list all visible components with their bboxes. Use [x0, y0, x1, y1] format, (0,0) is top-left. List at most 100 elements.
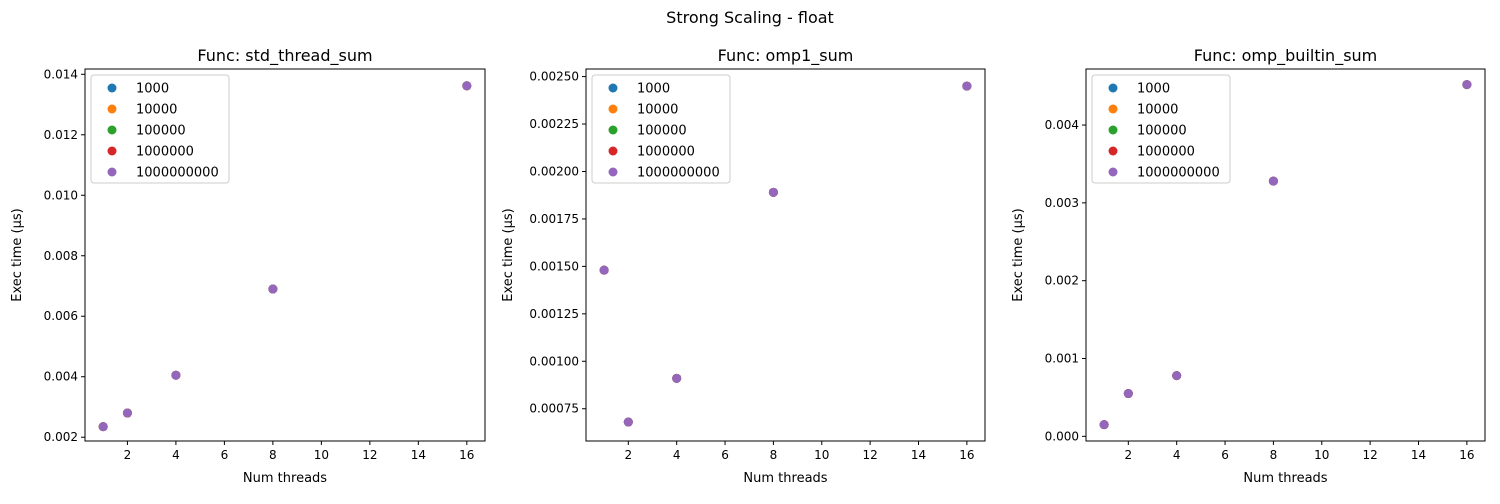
y-tick-label: 0.00225: [529, 117, 579, 131]
data-point-1000000000: [599, 265, 609, 275]
y-tick-label: 0.004: [44, 370, 78, 384]
legend-label: 1000: [136, 82, 169, 97]
x-tick-label: 16: [459, 448, 474, 462]
y-tick-label: 0.00100: [529, 354, 579, 368]
x-tick-label: 6: [1221, 448, 1229, 462]
x-tick-label: 16: [959, 448, 974, 462]
legend: 1000 10000 100000 1000000 1000000000: [90, 74, 230, 184]
legend-frame: [591, 74, 731, 184]
legend-frame: [90, 74, 230, 184]
x-tick-label: 12: [862, 448, 877, 462]
x-tick-label: 2: [124, 448, 132, 462]
data-point-1000000000: [768, 187, 778, 197]
subplot-2: Func: omp1_sum 2 4 6 8 10 12 14 16 0.00075 0.00100…: [501, 46, 986, 486]
plot-area-frame: [84, 68, 486, 442]
legend-label: 1000: [637, 82, 670, 97]
x-tick-label: 4: [673, 448, 681, 462]
data-point-1000000000: [1123, 389, 1133, 399]
legend-marker: [608, 104, 618, 114]
legend: 1000 10000 100000 1000000 1000000000: [591, 74, 731, 184]
x-tick-label: 10: [814, 448, 829, 462]
y-axis-label: Exec time (µs): [501, 208, 516, 301]
legend-label: 1000000: [637, 145, 695, 160]
data-point-1000000000: [1099, 420, 1109, 430]
x-tick-label: 10: [1314, 448, 1329, 462]
legend-marker: [608, 125, 618, 135]
legend-marker: [107, 167, 117, 177]
y-tick-label: 0.00125: [529, 307, 579, 321]
x-tick-label: 8: [1270, 448, 1278, 462]
data-point-1000000000: [1172, 371, 1182, 381]
x-tick-label: 14: [411, 448, 426, 462]
data-point-1000000000: [122, 408, 132, 418]
y-tick-label: 0.00175: [529, 212, 579, 226]
subplot-title: Func: omp1_sum: [718, 46, 854, 66]
y-tick-label: 0.012: [44, 128, 78, 142]
x-axis-label: Num threads: [743, 471, 827, 486]
legend-frame: [1091, 74, 1231, 184]
subplot-1: Func: std_thread_sum 2 4 6 8 10 12 14 16 0.002 0.0…: [10, 46, 486, 486]
data-point-1000000000: [268, 284, 278, 294]
x-tick-label: 12: [362, 448, 377, 462]
y-tick-label: 0.004: [1045, 118, 1079, 132]
legend-marker: [1108, 146, 1118, 156]
x-tick-label: 4: [172, 448, 180, 462]
data-point-1000000000: [672, 373, 682, 383]
y-tick-label: 0.00150: [529, 259, 579, 273]
subplot-3: Func: omp_builtin_sum 2 4 6 8 10 12 14 16 0.000 0.…: [1011, 46, 1486, 486]
y-tick-label: 0.010: [44, 188, 78, 202]
legend-marker: [608, 167, 618, 177]
y-tick-label: 0.00075: [529, 402, 579, 416]
x-axis-label: Num threads: [1243, 471, 1327, 486]
y-tick-label: 0.008: [44, 249, 78, 263]
legend-marker: [1108, 104, 1118, 114]
legend-marker: [107, 104, 117, 114]
y-tick-label: 0.000: [1045, 429, 1079, 443]
legend-marker: [608, 83, 618, 93]
y-tick-label: 0.00200: [529, 164, 579, 178]
x-tick-label: 8: [269, 448, 277, 462]
data-point-1000000000: [171, 370, 181, 380]
legend-label: 1000000: [1137, 145, 1195, 160]
x-tick-label: 16: [1459, 448, 1474, 462]
legend-label: 10000: [637, 103, 678, 118]
data-point-1000000000: [962, 81, 972, 91]
y-tick-label: 0.014: [44, 67, 78, 81]
x-tick-label: 2: [1124, 448, 1132, 462]
x-tick-label: 6: [721, 448, 729, 462]
legend: 1000 10000 100000 1000000 1000000000: [1091, 74, 1231, 184]
legend-marker: [1108, 167, 1118, 177]
x-axis-label: Num threads: [243, 471, 327, 486]
y-tick-label: 0.002: [1045, 274, 1079, 288]
legend-marker: [608, 146, 618, 156]
y-axis-label: Exec time (µs): [1011, 208, 1026, 301]
y-tick-label: 0.00250: [529, 70, 579, 84]
figure-suptitle: Strong Scaling - float: [666, 8, 834, 27]
x-tick-label: 14: [1411, 448, 1426, 462]
data-point-1000000000: [462, 81, 472, 91]
legend-label: 100000: [1137, 124, 1187, 139]
subplot-title: Func: omp_builtin_sum: [1194, 46, 1378, 66]
plot-area-frame: [585, 68, 986, 442]
legend-label: 1000000000: [136, 166, 219, 181]
legend-label: 10000: [1137, 103, 1178, 118]
y-tick-label: 0.002: [44, 430, 78, 444]
legend-label: 1000: [1137, 82, 1170, 97]
legend-marker: [107, 125, 117, 135]
y-tick-label: 0.006: [44, 309, 78, 323]
legend-label: 100000: [637, 124, 687, 139]
legend-marker: [1108, 83, 1118, 93]
x-tick-label: 8: [770, 448, 778, 462]
x-tick-label: 12: [1362, 448, 1377, 462]
y-tick-label: 0.001: [1045, 352, 1079, 366]
x-tick-label: 10: [314, 448, 329, 462]
subplot-title: Func: std_thread_sum: [197, 46, 372, 66]
x-tick-label: 4: [1173, 448, 1181, 462]
legend-marker: [1108, 125, 1118, 135]
data-point-1000000000: [98, 422, 108, 432]
data-point-1000000000: [1268, 176, 1278, 186]
y-axis-label: Exec time (µs): [10, 208, 25, 301]
legend-label: 1000000000: [637, 166, 720, 181]
data-point-1000000000: [623, 417, 633, 427]
x-tick-label: 6: [221, 448, 229, 462]
